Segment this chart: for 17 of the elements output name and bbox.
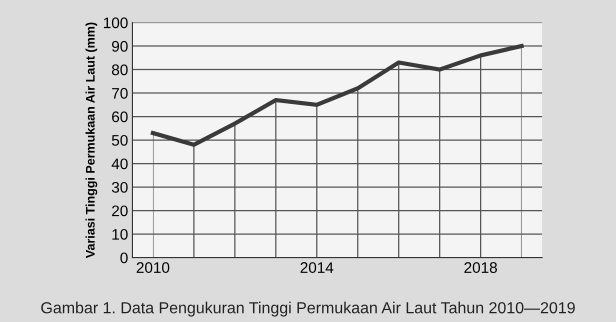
x-tick-label: 2014 [300, 262, 334, 273]
y-tick-label: 0 [120, 252, 128, 264]
y-tick-label: 90 [112, 40, 128, 52]
text: Gambar 1. Data Pengukuran Tinggi Permukaan Air Laut Tahun 2010—2019 [41, 302, 575, 317]
y-tick-label: 40 [112, 158, 128, 170]
y-tick-label: 70 [112, 88, 128, 99]
y-tick-label: 60 [112, 111, 128, 122]
y-tick-label: 100 [104, 17, 128, 28]
line-series [150, 44, 524, 147]
y-tick-label: 30 [112, 182, 128, 193]
x-tick-label: 2018 [464, 262, 497, 273]
x-tick-label: 2010 [136, 262, 170, 273]
y-tick-label: 80 [112, 64, 128, 76]
y-tick-label: 10 [112, 228, 128, 240]
y-axis-title: Variasi Tinggi Permukaan Air Laut (mm) [86, 22, 98, 258]
y-tick-label: 20 [112, 205, 128, 216]
y-tick-label: 50 [112, 134, 128, 146]
